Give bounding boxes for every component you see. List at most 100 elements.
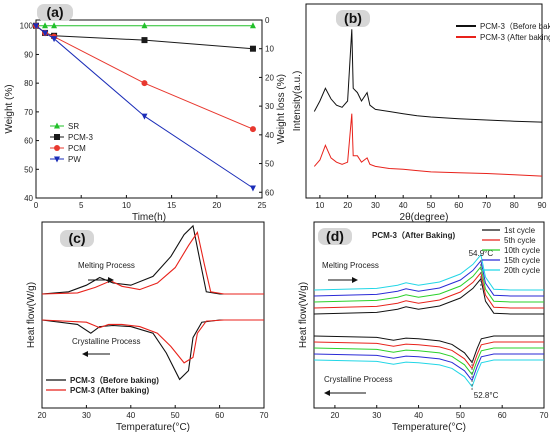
x-tick-label: 80 <box>510 201 519 210</box>
data-point <box>42 22 49 29</box>
data-point <box>51 36 58 43</box>
annotation: Melting Process <box>322 261 379 270</box>
panel-label: (c) <box>68 230 85 246</box>
y2-axis-label: Weight loss (%) <box>276 74 287 144</box>
x-tick-label: 50 <box>171 411 180 420</box>
series-sr <box>33 22 256 29</box>
series-line <box>313 277 544 315</box>
legend-label: 20th cycle <box>504 266 541 275</box>
plot-frame <box>305 3 543 199</box>
legend-label: PCM-3 (After baking) <box>70 386 149 395</box>
y-axis-label: Heat flow(W/g) <box>26 282 37 348</box>
data-point <box>42 30 49 37</box>
panel-b: 10 20 30 40 50 60 70 80 90 2θ(degree) Intensity(a.… <box>292 3 550 223</box>
y2-tick-label: 0 <box>265 16 270 25</box>
annotation: 52.8°C <box>474 391 499 400</box>
series-pw <box>33 23 256 192</box>
x-axis-label: Temperature(°C) <box>392 422 466 433</box>
y-tick-label: 60 <box>24 137 33 146</box>
data-point <box>249 126 256 133</box>
panel-a: 0 5 10 15 20 25 40 50 60 70 80 90 100 0 10 20 30 40 50 60 Ti… <box>4 4 287 223</box>
panel-label-bg <box>60 230 94 247</box>
series-line <box>41 319 264 364</box>
arrow-head <box>324 390 330 396</box>
x-axis-label: Temperature(°C) <box>116 422 190 433</box>
panel-label-bg <box>336 10 370 27</box>
y-tick-label: 70 <box>24 108 33 117</box>
series-line <box>313 259 544 297</box>
x-tick-label: 50 <box>426 201 435 210</box>
annotation: Crystalline Process <box>72 337 140 346</box>
x-tick-label: 15 <box>167 201 176 210</box>
panel-title: PCM-3（After Baking) <box>372 230 455 240</box>
series-line <box>41 231 264 295</box>
x-tick-label: 20 <box>212 201 221 210</box>
legend-label: PCM-3（Before baking) <box>480 22 550 31</box>
y2-tick-label: 20 <box>265 73 274 82</box>
y-tick-label: 40 <box>24 194 33 203</box>
x-tick-label: 60 <box>215 411 224 420</box>
x-axis-label: Time(h) <box>132 212 166 223</box>
series-line <box>41 319 264 381</box>
arrow-head <box>108 277 114 283</box>
x-tick-label: 30 <box>371 201 380 210</box>
plot-frame <box>41 221 265 409</box>
x-tick-label: 20 <box>343 201 352 210</box>
x-tick-label: 40 <box>399 201 408 210</box>
legend-marker <box>54 134 60 140</box>
series-line <box>313 29 543 123</box>
annotation: 54.9°C <box>469 249 494 258</box>
panel-label-bg <box>37 4 73 21</box>
y2-tick-label: 10 <box>265 45 274 54</box>
y-tick-label: 90 <box>24 50 33 59</box>
arrow-head <box>82 351 88 357</box>
legend-label: SR <box>68 122 79 131</box>
data-point <box>249 45 256 52</box>
x-tick-label: 30 <box>82 411 91 420</box>
panel-d: 20 30 40 50 60 70 Temperature(°C) Heat flow(W/g… <box>298 221 549 433</box>
data-point <box>51 22 58 29</box>
data-point <box>141 80 148 87</box>
y-tick-label: 100 <box>20 22 34 31</box>
legend-label: PCM-3 (After baking) <box>480 33 550 42</box>
x-tick-label: 90 <box>538 201 547 210</box>
panel-label-bg <box>318 228 352 245</box>
legend-label: 10th cycle <box>504 246 541 255</box>
plot-frame <box>35 19 263 199</box>
x-tick-label: 10 <box>122 201 131 210</box>
panel-label: (a) <box>46 4 63 20</box>
annotation: Crystalline Process <box>324 375 392 384</box>
x-tick-label: 40 <box>126 411 135 420</box>
legend-label: 1st cycle <box>504 226 536 235</box>
y2-tick-label: 60 <box>265 188 274 197</box>
x-tick-label: 25 <box>258 201 267 210</box>
x-tick-label: 0 <box>34 201 39 210</box>
series-line <box>313 353 544 382</box>
legend-label: PCM <box>68 144 86 153</box>
legend-label: 15th cycle <box>504 256 541 265</box>
series-line <box>313 359 544 388</box>
y-axis-label: Heat flow(W/g) <box>298 282 309 348</box>
arrow-head <box>352 277 358 283</box>
y-tick-label: 80 <box>24 79 33 88</box>
x-tick-label: 20 <box>330 411 339 420</box>
series-line <box>313 253 544 291</box>
legend-marker <box>54 145 60 151</box>
x-axis-label: 2θ(degree) <box>400 212 449 223</box>
panel-label: (d) <box>326 228 344 244</box>
annotation: Melting Process <box>78 261 135 270</box>
x-tick-label: 5 <box>79 201 84 210</box>
data-point <box>249 22 256 29</box>
y2-tick-label: 30 <box>265 102 274 111</box>
legend-label: PCM-3（Before baking) <box>70 375 159 385</box>
x-tick-label: 10 <box>315 201 324 210</box>
x-tick-label: 50 <box>456 411 465 420</box>
data-point <box>141 37 148 44</box>
series-line <box>313 265 544 303</box>
series-line <box>313 347 544 376</box>
panel-c: 20 30 40 50 60 70 Temperature(°C) Heat flow(W/g… <box>26 221 269 433</box>
y-tick-label: 50 <box>24 165 33 174</box>
x-tick-label: 60 <box>498 411 507 420</box>
series-line <box>313 271 544 309</box>
